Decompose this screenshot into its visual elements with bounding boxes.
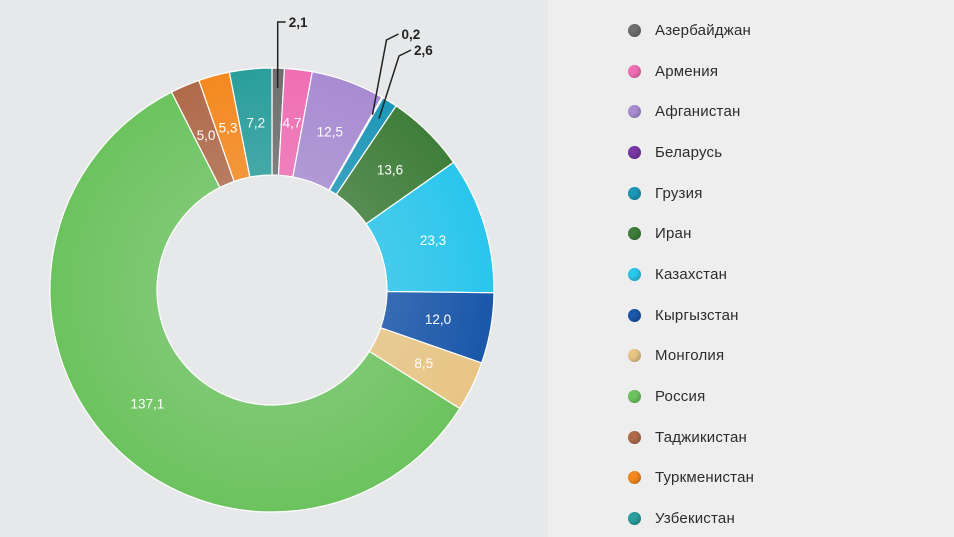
legend-swatch (628, 308, 641, 322)
legend-item: Грузия (628, 173, 754, 214)
legend-swatch (628, 349, 641, 363)
legend-label: Таджикистан (655, 428, 747, 446)
legend-label: Кыргызстан (655, 306, 739, 324)
leader-line (371, 33, 399, 115)
legend-swatch (628, 267, 641, 281)
legend-swatch (628, 430, 641, 444)
legend-item: Кыргызстан (628, 295, 754, 336)
donut-slice-10 (49, 91, 461, 513)
slice-value-label: 4,7 (283, 116, 302, 131)
legend-item: Узбекистан (628, 498, 754, 537)
slice-value-label: 12,0 (425, 312, 451, 327)
legend-item: Иран (628, 213, 754, 254)
legend: Азербайджан Армения Афганистан Беларусь Груз… (628, 10, 754, 537)
legend-swatch (628, 23, 641, 37)
slice-value-label: 12,5 (317, 125, 343, 140)
legend-swatch (628, 64, 641, 78)
legend-label: Иран (655, 225, 692, 243)
legend-item: Казахстан (628, 254, 754, 295)
slice-value-label: 23,3 (420, 233, 446, 248)
leader-line (378, 49, 412, 119)
legend-label: Азербайджан (655, 21, 751, 39)
slice-value-label: 13,6 (377, 163, 403, 178)
legend-swatch (628, 105, 641, 119)
slice-value-label: 2,6 (414, 43, 433, 58)
slice-value-label: 137,1 (131, 396, 165, 411)
donut-slice-13 (228, 67, 273, 178)
legend-label: Армения (655, 62, 719, 80)
legend-swatch (628, 145, 641, 159)
slice-value-label: 5,3 (219, 120, 238, 135)
legend-item: Афганистан (628, 91, 754, 132)
legend-item: Беларусь (628, 132, 754, 173)
legend-label: Казахстан (655, 265, 728, 283)
slice-value-label: 0,2 (401, 27, 420, 42)
legend-item: Монголия (628, 336, 754, 377)
legend-item: Таджикистан (628, 417, 754, 458)
legend-item: Туркменистан (628, 458, 754, 499)
slice-value-label: 7,2 (246, 115, 265, 130)
donut-chart: 4,7 12,5 13,6 23,3 12,0 8,5 137,1 5,05,3 7,2 2,1 0… (49, 15, 495, 513)
legend-item: Армения (628, 51, 754, 92)
legend-label: Афганистан (655, 103, 741, 121)
legend-swatch (628, 227, 641, 241)
slice-value-label: 8,5 (414, 356, 433, 371)
legend-swatch (628, 471, 641, 485)
legend-label: Туркменистан (655, 469, 755, 487)
legend-item: Азербайджан (628, 10, 754, 51)
legend-swatch (628, 390, 641, 404)
legend-label: Узбекистан (655, 510, 735, 528)
chart-area: 4,7 12,5 13,6 23,3 12,0 8,5 137,1 5,0 5,3 7,2 2,1 0… (49, 15, 495, 513)
legend-swatch (628, 186, 641, 200)
slice-value-label: 2,1 (289, 15, 308, 30)
slice-value-label: 5,0 (197, 128, 216, 143)
leader-line (276, 21, 286, 89)
legend-panel: Азербайджан Армения Афганистан Беларусь Груз… (548, 0, 954, 537)
legend-label: Грузия (655, 184, 703, 202)
legend-item: Россия (628, 376, 754, 417)
legend-label: Беларусь (655, 143, 723, 161)
legend-swatch (628, 512, 641, 526)
legend-label: Монголия (655, 347, 725, 365)
legend-label: Россия (655, 388, 706, 406)
